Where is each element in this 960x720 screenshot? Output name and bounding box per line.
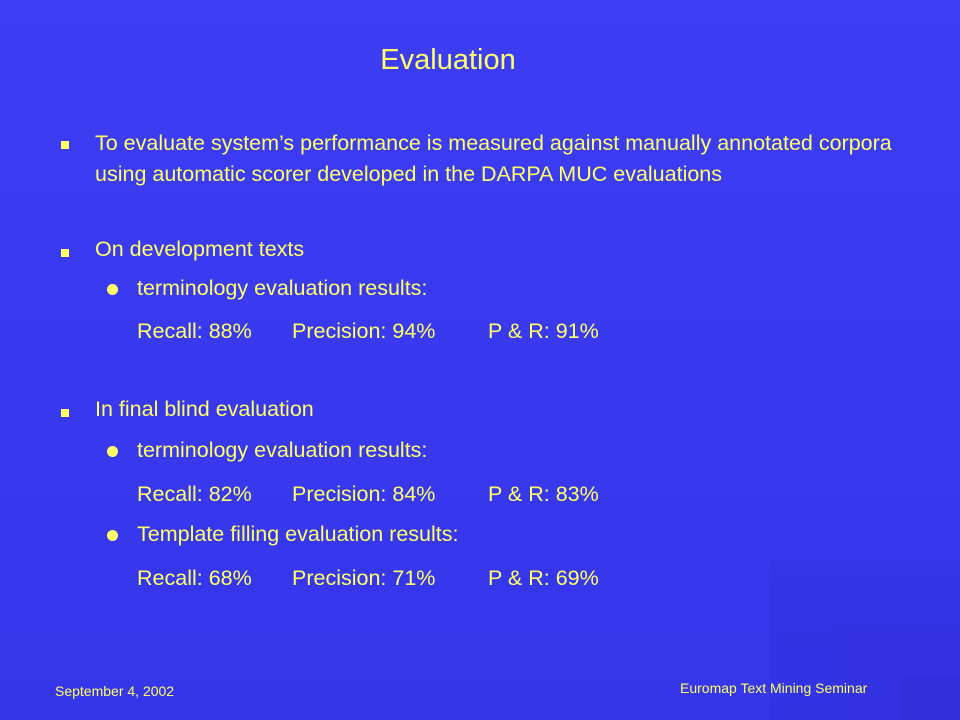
final-results-line-2: Recall: 68% Precision: 71% P & R: 69% (137, 563, 599, 594)
footer-date: September 4, 2002 (55, 683, 175, 699)
slide-title: Evaluation (380, 44, 516, 76)
round-bullet-icon (107, 446, 118, 457)
final-precision-1: Precision: 84% (292, 482, 436, 506)
final-results-line-1: Recall: 82% Precision: 84% P & R: 83% (137, 479, 599, 510)
footer-seminar: Euromap Text Mining Seminar (680, 680, 868, 696)
final-pr-2: P & R: 69% (488, 566, 599, 590)
square-bullet-icon (61, 249, 69, 257)
final-recall-2: Recall: 68% (137, 566, 252, 590)
round-bullet-icon (107, 284, 118, 295)
final-subitem-2: Template filling evaluation results: (137, 522, 459, 546)
square-bullet-icon (61, 141, 69, 149)
dev-precision: Precision: 94% (292, 319, 436, 343)
bullet-text-1: To evaluate system’s performance is meas… (95, 131, 892, 186)
dev-recall: Recall: 88% (137, 319, 252, 343)
bullet-text-3: In final blind evaluation (95, 397, 314, 421)
final-subitem-1: terminology evaluation results: (137, 438, 428, 462)
bullet-text-2: On development texts (95, 237, 305, 261)
final-precision-2: Precision: 71% (292, 566, 436, 590)
final-pr-1: P & R: 83% (488, 482, 599, 506)
corner-block-small (900, 678, 960, 720)
final-recall-1: Recall: 82% (137, 482, 252, 506)
dev-subitem: terminology evaluation results: (137, 276, 428, 300)
dev-pr: P & R: 91% (488, 319, 599, 343)
square-bullet-icon (61, 409, 69, 417)
round-bullet-icon (107, 530, 118, 541)
dev-results-line: Recall: 88% Precision: 94% P & R: 91% (137, 316, 599, 347)
